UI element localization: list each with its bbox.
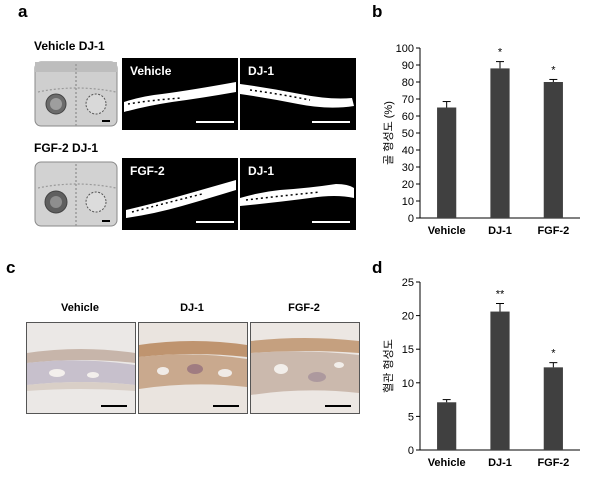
bar-fgf-2 [543,367,563,450]
y-tick-label: 20 [402,311,414,323]
ct-section-vehicle: Vehicle [122,58,238,130]
panel-letter-b: b [372,2,383,21]
y-tick-label: 90 [402,60,414,72]
histology-dj1 [138,322,248,414]
ct-label-dj1-row2: DJ-1 [248,164,275,178]
significance-marker: * [498,47,503,59]
y-tick-label: 50 [402,128,414,140]
significance-marker: ** [496,289,505,301]
bar-vehicle [437,402,457,450]
skull-render-fgf2-dj1 [32,158,120,230]
panel-letter-a: a [18,2,28,21]
y-tick-label: 30 [402,162,414,174]
histo-label-dj1: DJ-1 [180,302,204,314]
y-tick-label: 0 [408,213,414,225]
x-tick-label: DJ-1 [488,225,512,237]
y-tick-label: 25 [402,277,414,289]
histo-label-fgf2: FGF-2 [288,302,320,314]
x-tick-label: Vehicle [428,225,466,237]
ct-section-dj1-row1: DJ-1 [240,58,356,130]
ct-section-dj1-row2: DJ-1 [240,158,356,230]
chart-b-bone-formation: 0 10 20 30 40 50 60 70 80 90 100 골 형성도 (%) Vehicle * D… [382,43,580,237]
x-tick-label: FGF-2 [537,225,569,237]
y-tick-label: 40 [402,145,414,157]
ct-label-vehicle: Vehicle [130,64,172,78]
panel-a-row2-header: FGF-2 DJ-1 [34,141,99,155]
y-tick-label: 10 [402,196,414,208]
y-tick-label: 20 [402,179,414,191]
bar-dj-1 [490,311,510,450]
histo-label-vehicle: Vehicle [61,302,99,314]
y-tick-label: 0 [408,445,414,457]
y-tick-label: 60 [402,111,414,123]
ct-label-dj1: DJ-1 [248,64,275,78]
bar-vehicle [437,107,457,218]
y-axis-label: 골 형성도 (%) [382,101,395,165]
y-tick-label: 70 [402,94,414,106]
y-tick-label: 100 [396,43,414,55]
ct-section-fgf2: FGF-2 [122,158,238,230]
panel-a-row1-header: Vehicle DJ-1 [34,39,105,53]
skull-render-vehicle-dj1 [32,58,120,130]
scale-bar [312,121,350,123]
ct-label-fgf2: FGF-2 [130,164,165,178]
histology-fgf2 [250,322,360,414]
panel-letter-d: d [372,258,383,277]
y-axis-label: 혈관 형성도 [381,339,395,393]
y-tick-label: 10 [402,378,414,390]
significance-marker: * [551,64,556,76]
y-tick-label: 15 [402,344,414,356]
chart-d-vessel-formation: 0 5 10 15 20 25 혈관 형성도 Vehicle ** DJ-1 * FGF-2 [381,277,580,469]
significance-marker: * [551,348,556,360]
scale-bar [196,221,234,223]
y-tick-label: 5 [408,411,414,423]
bar-fgf-2 [543,82,563,218]
x-tick-label: DJ-1 [488,457,512,469]
panel-letter-c: c [6,258,16,277]
x-tick-label: FGF-2 [537,457,569,469]
scale-bar [312,221,350,223]
x-tick-label: Vehicle [428,457,466,469]
histology-vehicle [26,322,136,414]
bar-dj-1 [490,68,510,219]
y-tick-label: 80 [402,77,414,89]
scale-bar [196,121,234,123]
